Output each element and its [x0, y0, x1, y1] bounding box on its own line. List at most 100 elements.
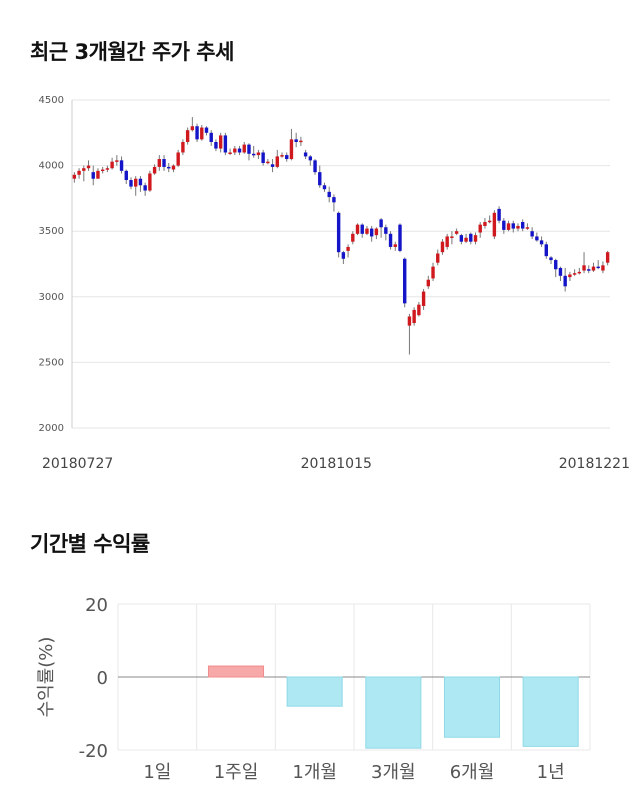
- candle-body: [577, 271, 582, 274]
- returns-x-tick-label: 6개월: [450, 762, 495, 783]
- candle-body: [398, 224, 402, 251]
- candle-body: [228, 152, 232, 154]
- returns-x-tick-label: 1주일: [214, 762, 259, 783]
- candle-body: [237, 148, 242, 153]
- candle-body: [280, 155, 284, 157]
- candle-body: [86, 165, 91, 169]
- returns-bar-chart: 20 0 -20 1일 1주일 1개월 3개월 6개월 1년 수익률(%): [36, 595, 591, 783]
- returns-bar: [207, 665, 265, 678]
- candle-body: [91, 172, 95, 179]
- candle-body: [124, 170, 128, 181]
- candle-body: [261, 152, 265, 163]
- candle-body: [204, 127, 209, 133]
- candle-body: [431, 266, 435, 279]
- candle-body: [148, 173, 152, 191]
- candle-body: [242, 144, 246, 153]
- candle-body: [157, 159, 162, 167]
- candle-body: [251, 153, 256, 156]
- candle-body: [445, 236, 449, 247]
- candle-body: [384, 227, 388, 234]
- returns-y-tick-label: 20: [85, 595, 108, 616]
- candle-body: [450, 236, 454, 238]
- candle-body: [417, 304, 421, 316]
- candle-body: [440, 241, 445, 253]
- price-y-tick-label: 2500: [39, 357, 64, 368]
- price-candlestick-chart: 4500 4000 3500 3000 2500 2000 20180727 20181015…: [39, 95, 630, 472]
- candle-body: [535, 236, 539, 241]
- candle-body: [336, 212, 341, 253]
- candle-body: [360, 224, 364, 234]
- candle-body: [388, 233, 393, 247]
- candle-body: [115, 160, 119, 162]
- candle-body: [176, 152, 180, 166]
- candle-body: [544, 244, 548, 257]
- candle-body: [530, 231, 534, 237]
- candle-body: [143, 185, 147, 191]
- returns-y-tick-label: -20: [79, 741, 108, 762]
- candle-body: [181, 141, 185, 153]
- candle-body: [313, 160, 317, 173]
- price-y-tick-label: 3500: [39, 226, 64, 237]
- candle-body: [318, 172, 322, 186]
- candle-body: [582, 265, 586, 271]
- candle-body: [303, 152, 308, 157]
- candle-body: [365, 228, 369, 234]
- candle-body: [412, 309, 416, 324]
- candle-body: [341, 252, 346, 259]
- candle-body: [436, 253, 440, 263]
- price-x-tick-label: 20181221: [559, 456, 630, 472]
- candle-body: [355, 224, 360, 234]
- candle-body: [554, 260, 558, 270]
- candle-body: [487, 220, 492, 223]
- candle-body: [285, 155, 289, 160]
- candle-body: [218, 135, 223, 149]
- returns-x-tick-label: 1일: [143, 762, 171, 783]
- price-y-tick-label: 4500: [39, 95, 64, 106]
- candle-body: [596, 266, 600, 269]
- candle-body: [506, 223, 511, 230]
- returns-bar: [522, 676, 579, 747]
- returns-x-tick-label: 1개월: [292, 762, 337, 783]
- candle-body: [511, 223, 515, 229]
- candle-body: [138, 178, 143, 186]
- candle-body: [266, 161, 270, 164]
- returns-y-tick-label: 0: [97, 668, 108, 689]
- candle-body: [185, 130, 190, 142]
- candle-body: [497, 208, 501, 221]
- candle-body: [105, 168, 110, 170]
- candle-body: [407, 316, 412, 326]
- candle-body: [233, 148, 237, 153]
- candle-body: [516, 225, 520, 229]
- candle-body: [351, 233, 355, 242]
- candle-body: [346, 246, 350, 251]
- returns-bar: [365, 676, 422, 749]
- candle-body: [601, 265, 605, 271]
- candle-body: [539, 240, 544, 245]
- price-y-tick-label: 4000: [39, 161, 64, 172]
- candle-body: [558, 267, 563, 276]
- candle-body: [247, 144, 251, 154]
- candle-body: [270, 164, 275, 167]
- candle-body: [77, 170, 81, 175]
- candle-body: [483, 222, 487, 226]
- candle-body: [572, 273, 577, 275]
- candle-body: [374, 228, 379, 236]
- candle-body: [605, 252, 610, 263]
- candle-body: [289, 139, 294, 160]
- candle-body: [110, 161, 114, 169]
- candle-body: [464, 237, 468, 242]
- candle-body: [549, 257, 553, 261]
- candle-body: [256, 152, 261, 156]
- candle-body: [195, 126, 199, 140]
- candle-body: [403, 258, 407, 304]
- returns-bar: [443, 676, 501, 738]
- returns-x-tick-label: 3개월: [371, 762, 416, 783]
- candle-body: [308, 156, 313, 161]
- candle-body: [167, 166, 171, 169]
- candle-body: [393, 244, 397, 247]
- price-y-tick-label: 2000: [39, 423, 64, 434]
- candle-body: [502, 220, 506, 230]
- candle-body: [200, 127, 204, 140]
- candle-body: [520, 222, 525, 229]
- candle-body: [190, 126, 195, 131]
